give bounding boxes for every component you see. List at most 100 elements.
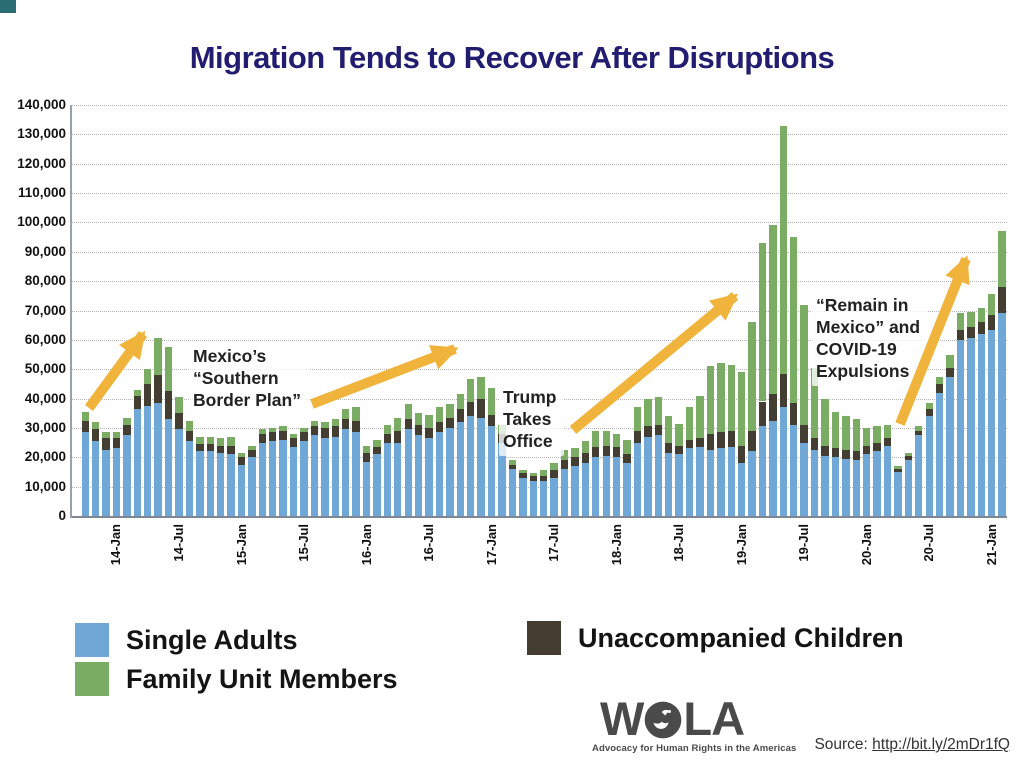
bar-segment xyxy=(842,416,850,450)
bar-segment xyxy=(133,389,141,396)
bar-segment xyxy=(487,388,496,415)
bar-segment xyxy=(185,420,194,431)
legend-label: Family Unit Members xyxy=(126,663,398,694)
wola-dove-emblem-icon xyxy=(645,701,682,739)
bar-segment xyxy=(112,448,121,516)
bar-segment xyxy=(717,363,725,433)
bar-segment xyxy=(487,414,496,427)
bar-segment xyxy=(342,408,350,420)
bar-segment xyxy=(581,463,590,516)
bar-segment xyxy=(967,338,975,516)
bar-segment xyxy=(342,419,350,430)
bar-segment xyxy=(977,307,985,323)
bar-segment xyxy=(581,452,590,464)
bar-segment xyxy=(737,372,746,446)
source-label: Source: xyxy=(814,736,873,753)
bar-segment xyxy=(394,417,402,431)
bar-segment xyxy=(696,438,704,447)
bar-segment xyxy=(904,460,913,516)
bar-segment xyxy=(654,424,662,436)
bar-segment xyxy=(581,441,590,453)
bar-segment xyxy=(289,438,298,447)
legend-label: Unaccompanied Children xyxy=(578,622,904,653)
bar-segment xyxy=(769,420,777,516)
bar-segment xyxy=(352,432,360,516)
bar-segment xyxy=(144,369,152,384)
wola-logo: W LA Advocacy for Human Rights in the Ame… xyxy=(592,695,797,754)
bar-segment xyxy=(446,404,454,418)
bar-segment xyxy=(758,426,767,516)
bar-segment xyxy=(279,430,287,440)
bar-segment xyxy=(831,448,840,458)
bar-segment xyxy=(487,426,496,516)
bar-segment xyxy=(592,447,600,458)
bar-segment xyxy=(915,430,923,436)
bar-segment xyxy=(310,420,319,427)
bar-segment xyxy=(81,411,89,421)
bar-segment xyxy=(863,445,871,455)
bar-segment xyxy=(790,402,798,425)
x-axis-tick-label: 19-Jan xyxy=(733,524,749,566)
bar-segment xyxy=(508,464,517,470)
bar-segment xyxy=(654,397,662,425)
bar-segment xyxy=(602,430,610,446)
gridline xyxy=(70,105,1007,106)
bar-segment xyxy=(425,414,433,428)
bar-segment xyxy=(894,469,902,472)
legend-item-unaccompanied-children: Unaccompanied Children xyxy=(527,621,904,655)
bar-segment xyxy=(883,424,892,439)
bar-segment xyxy=(519,470,527,474)
trend-arrow xyxy=(310,344,459,409)
bar-segment xyxy=(539,480,548,516)
bar-segment xyxy=(175,397,183,414)
bar-segment xyxy=(800,424,808,443)
bar-segment xyxy=(456,422,464,516)
bar-segment xyxy=(164,347,173,392)
bar-segment xyxy=(133,408,141,516)
bar-segment xyxy=(539,476,548,481)
y-axis-tick-label: 120,000 xyxy=(17,155,66,171)
bar-segment xyxy=(790,424,798,516)
bar-segment xyxy=(571,457,579,467)
y-axis-tick-label: 80,000 xyxy=(24,273,66,289)
bar-segment xyxy=(362,452,371,462)
bar-segment xyxy=(133,395,141,409)
wola-tagline: Advocacy for Human Rights in the America… xyxy=(592,743,797,754)
bar-segment xyxy=(904,452,913,456)
bar-segment xyxy=(519,477,527,516)
bar-segment xyxy=(758,401,767,427)
bar-segment xyxy=(925,416,933,516)
x-axis-tick-label: 15-Jan xyxy=(233,524,249,566)
bar-segment xyxy=(727,430,735,447)
bar-segment xyxy=(737,445,746,464)
bar-segment xyxy=(821,445,829,456)
bar-segment xyxy=(706,449,715,516)
y-axis-tick-label: 70,000 xyxy=(24,302,66,318)
gridline xyxy=(70,486,1007,488)
gridline xyxy=(70,310,1007,312)
bar-segment xyxy=(102,432,110,439)
bar-segment xyxy=(196,444,204,452)
gridline xyxy=(70,163,1007,165)
bar-segment xyxy=(383,442,392,516)
source-link[interactable]: http://bit.ly/2mDr1fQ xyxy=(872,736,1010,753)
bar-segment xyxy=(915,435,923,516)
bar-segment xyxy=(946,367,954,377)
unaccompanied-children-swatch-icon xyxy=(527,621,561,655)
bar-segment xyxy=(946,354,954,368)
bar-segment xyxy=(925,408,933,417)
bar-segment xyxy=(592,457,600,516)
bar-segment xyxy=(706,366,715,434)
bar-segment xyxy=(362,461,371,516)
bar-segment xyxy=(310,435,319,516)
bar-segment xyxy=(331,419,339,427)
bar-segment xyxy=(623,454,631,464)
bar-segment xyxy=(91,429,100,442)
bar-segment xyxy=(956,339,965,516)
wola-word-left: W xyxy=(599,692,644,745)
bar-segment xyxy=(831,457,840,516)
bar-segment xyxy=(206,436,214,445)
y-axis-tick-label: 100,000 xyxy=(17,214,66,230)
bar-segment xyxy=(508,469,517,516)
bar-segment xyxy=(269,427,277,433)
